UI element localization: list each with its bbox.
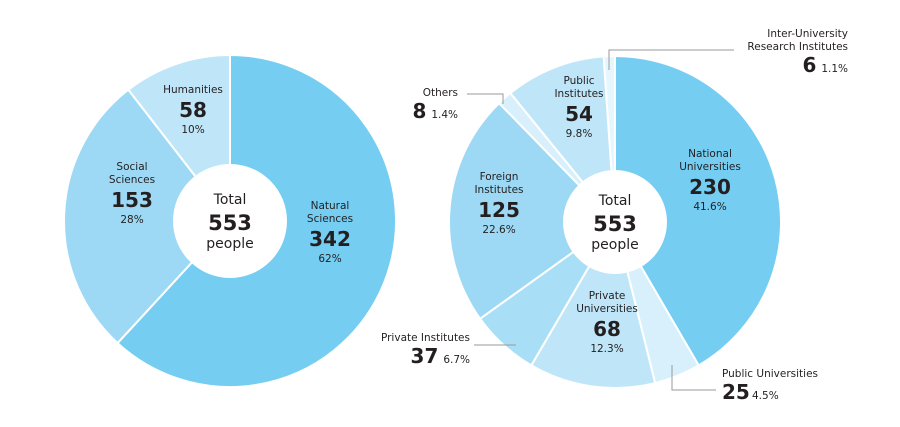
slice-value-inter-university-research-institutes: 6 <box>802 53 816 77</box>
slice-percent-private-universities: 12.3% <box>590 343 623 355</box>
pie-slice-national-universities <box>614 54 782 367</box>
slice-percent-public-universities: 4.5% <box>752 390 779 402</box>
pie-center-hole <box>563 170 667 274</box>
slice-label-humanities: Humanities <box>163 84 223 96</box>
leader-line-public-universities <box>671 365 716 391</box>
slice-value-national-universities: 230 <box>689 175 731 199</box>
slice-percent-foreign-institutes: 22.6% <box>482 224 515 236</box>
pie-chart-affiliation: Total553peopleNationalUniversities23041.… <box>381 28 848 404</box>
slice-label-natural-sciences: Sciences <box>307 213 353 225</box>
slice-percent-national-universities: 41.6% <box>693 201 726 213</box>
slice-value-private-universities: 68 <box>593 317 621 341</box>
pie-slice-foreign-institutes <box>448 101 617 321</box>
slice-value-private-institutes: 37 <box>411 344 439 368</box>
center-unit: people <box>206 236 253 252</box>
slice-label-public-institutes: Institutes <box>554 88 603 100</box>
slice-label-foreign-institutes: Institutes <box>474 184 523 196</box>
leader-line-inter-university-research-institutes <box>608 49 734 70</box>
slice-value-foreign-institutes: 125 <box>478 198 520 222</box>
slice-percent-others: 1.4% <box>431 109 458 121</box>
slice-value-public-institutes: 54 <box>565 102 593 126</box>
slice-percent-inter-university-research-institutes: 1.1% <box>821 63 848 75</box>
pie-center-hole <box>173 164 287 278</box>
slice-value-public-universities: 25 <box>722 380 750 404</box>
slice-label-inter-university-research-institutes: Research Institutes <box>747 41 848 53</box>
slice-label-others: Others <box>423 87 458 99</box>
center-total-value: 553 <box>208 211 252 235</box>
slice-label-foreign-institutes: Foreign <box>480 171 519 183</box>
center-total-value: 553 <box>593 212 637 236</box>
slice-value-social-sciences: 153 <box>111 188 153 212</box>
slice-value-natural-sciences: 342 <box>309 227 351 251</box>
slice-label-private-universities: Private <box>589 290 626 302</box>
slice-value-humanities: 58 <box>179 98 207 122</box>
slice-label-social-sciences: Sciences <box>109 174 155 186</box>
slice-label-social-sciences: Social <box>116 161 147 173</box>
pie-chart-field: Total553peopleNaturalSciences34262%Socia… <box>63 53 397 388</box>
slice-label-national-universities: Universities <box>679 161 741 173</box>
slice-percent-humanities: 10% <box>181 124 204 136</box>
slice-percent-public-institutes: 9.8% <box>566 128 593 140</box>
center-title: Total <box>598 193 632 209</box>
slice-label-public-institutes: Public <box>563 75 594 87</box>
slice-label-private-institutes: Private Institutes <box>381 332 470 344</box>
slice-label-national-universities: National <box>688 148 732 160</box>
slice-percent-natural-sciences: 62% <box>318 253 341 265</box>
slice-percent-social-sciences: 28% <box>120 214 143 226</box>
slice-label-inter-university-research-institutes: Inter-University <box>767 28 848 40</box>
slice-percent-private-institutes: 6.7% <box>443 354 470 366</box>
slice-value-others: 8 <box>412 99 426 123</box>
slice-label-private-universities: Universities <box>576 303 638 315</box>
leader-line-others <box>467 93 504 104</box>
pie-slice-social-sciences <box>63 88 232 345</box>
slice-label-public-universities: Public Universities <box>722 368 818 380</box>
center-unit: people <box>591 237 638 253</box>
center-title: Total <box>213 192 247 208</box>
slice-label-natural-sciences: Natural <box>311 200 350 212</box>
